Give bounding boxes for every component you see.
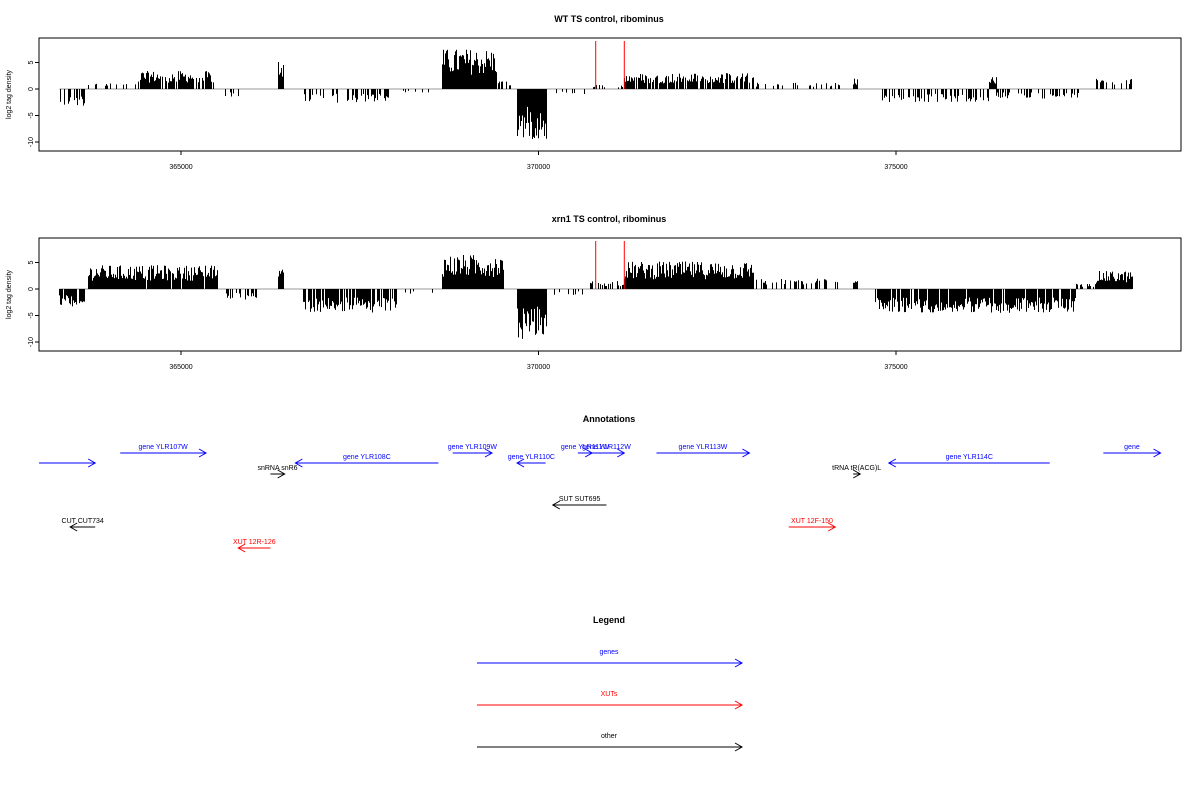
legend-item-gene: genes bbox=[477, 649, 744, 668]
annotation-label: gene bbox=[1124, 444, 1140, 451]
annotation-label: tRNA tR(ACG)L bbox=[832, 465, 881, 472]
x-tick-label: 365000 bbox=[169, 164, 192, 171]
chart-title: WT TS control, ribominus bbox=[554, 14, 664, 24]
legend: Legend genes XUTs other bbox=[477, 615, 744, 752]
x-tick-label: 375000 bbox=[884, 164, 907, 171]
arrow-head bbox=[617, 448, 626, 458]
x-tick-label: 370000 bbox=[527, 164, 550, 171]
annotation-gene-feature: gene YLR114C bbox=[887, 454, 1050, 468]
y-tick-label: -5 bbox=[28, 312, 35, 318]
arrow-head bbox=[551, 500, 561, 510]
bar-series bbox=[59, 254, 1133, 339]
annotation-gene-feature: gene YLR110C bbox=[508, 454, 555, 468]
annotation-gene-feature: gene YLR109W bbox=[448, 444, 498, 458]
arrow-head bbox=[484, 448, 494, 458]
y-tick-label: -10 bbox=[28, 337, 35, 347]
plot-frame bbox=[38, 37, 1182, 152]
arrow-head bbox=[1153, 448, 1162, 458]
arrow-head bbox=[294, 458, 303, 468]
annotation-gene-feature: gene bbox=[1103, 444, 1162, 458]
arrow-head bbox=[277, 469, 286, 479]
annotation-label: gene YLR111W bbox=[561, 444, 610, 451]
arrow-head bbox=[887, 458, 897, 468]
y-tick-label: 5 bbox=[28, 260, 35, 264]
x-tick-label: 365000 bbox=[169, 364, 192, 371]
annotation-label: gene YLR110C bbox=[508, 454, 555, 461]
arrow-head bbox=[237, 543, 246, 553]
legend-title: Legend bbox=[593, 615, 625, 625]
annotation-other-feature: SUT SUT695 bbox=[551, 496, 607, 510]
plot-frame bbox=[38, 237, 1182, 352]
annotation-gene-feature bbox=[39, 458, 97, 468]
arrow-head bbox=[742, 448, 751, 458]
x-tick-label: 370000 bbox=[527, 364, 550, 371]
annotation-other-feature: CUT CUT734 bbox=[62, 518, 104, 532]
legend-item-xut: XUTs bbox=[477, 691, 744, 710]
annotation-label: SUT SUT695 bbox=[559, 496, 601, 503]
annotation-xut-feature: XUT 12R-126 bbox=[233, 539, 276, 553]
annotation-other-feature: snRNA snR6 bbox=[257, 465, 298, 479]
annotation-gene-feature: gene YLR113W bbox=[656, 444, 751, 458]
annotation-gene-feature: gene YLR112W bbox=[582, 444, 631, 458]
arrow-head bbox=[827, 522, 837, 532]
arrow-head bbox=[87, 458, 97, 468]
y-tick-label: -10 bbox=[28, 137, 35, 147]
y-axis-label: log2 tag density bbox=[6, 269, 13, 319]
y-tick-label: 5 bbox=[28, 60, 35, 64]
chart-panel-2: xrn1 TS control, ribominus -10 -5 0 5 log2 ta… bbox=[6, 214, 1182, 371]
annotation-label: snRNA snR6 bbox=[257, 465, 297, 472]
x-tick-label: 375000 bbox=[884, 364, 907, 371]
y-axis-label: log2 tag density bbox=[6, 69, 13, 119]
annotation-other-feature: tRNA tR(ACG)L bbox=[832, 465, 881, 479]
annotation-gene-feature: gene YLR107W bbox=[120, 444, 208, 458]
chart-panel-1: WT TS control, ribominus -10 -5 0 5 log2 tag … bbox=[6, 14, 1182, 171]
annotation-label: gene YLR109W bbox=[448, 444, 498, 451]
arrow-head bbox=[853, 469, 862, 479]
annotation-label: XUT 12R-126 bbox=[233, 539, 276, 546]
legend-item-other: other bbox=[477, 733, 744, 752]
annotation-label: gene YLR114C bbox=[946, 454, 993, 461]
bar-series bbox=[60, 49, 1132, 139]
annotation-xut-feature: XUT 12F-150 bbox=[788, 518, 837, 532]
y-tick-label: -5 bbox=[28, 112, 35, 118]
legend-label: genes bbox=[599, 649, 619, 656]
annotation-label: gene YLR108C bbox=[343, 454, 391, 461]
annotations-title: Annotations bbox=[583, 414, 636, 424]
annotation-gene-feature: gene YLR108C bbox=[294, 454, 439, 468]
legend-label: other bbox=[601, 733, 618, 740]
arrow-head bbox=[734, 658, 744, 668]
annotation-label: gene YLR112W bbox=[582, 444, 631, 451]
arrow-head bbox=[516, 458, 525, 468]
arrow-head bbox=[69, 522, 78, 532]
annotation-label: CUT CUT734 bbox=[62, 518, 104, 525]
y-tick-label: 0 bbox=[28, 287, 35, 291]
annotations-panel: Annotations gene YLR107W gene YLR108C snRNA… bbox=[39, 414, 1162, 553]
y-tick-label: 0 bbox=[28, 87, 35, 91]
arrow-head bbox=[198, 448, 208, 458]
arrow-head bbox=[734, 700, 744, 710]
annotation-label: gene YLR107W bbox=[138, 444, 188, 451]
legend-label: XUTs bbox=[601, 691, 618, 698]
annotation-label: gene YLR113W bbox=[679, 444, 728, 451]
chart-title: xrn1 TS control, ribominus bbox=[552, 214, 667, 224]
arrow-head bbox=[734, 742, 744, 752]
annotation-label: XUT 12F-150 bbox=[791, 518, 833, 525]
